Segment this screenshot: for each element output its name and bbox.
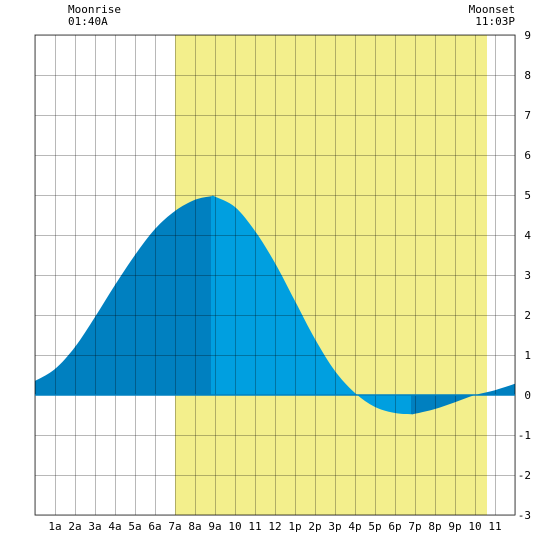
- x-tick-label: 9p: [448, 520, 461, 533]
- x-tick-label: 9a: [208, 520, 221, 533]
- x-tick-label: 2p: [308, 520, 321, 533]
- moonrise-time: 01:40A: [68, 15, 108, 28]
- moonset-block: Moonset 11:03P: [469, 4, 515, 28]
- moonrise-block: Moonrise 01:40A: [68, 4, 121, 28]
- y-tick-label: 1: [524, 349, 531, 362]
- x-tick-label: 7a: [168, 520, 181, 533]
- y-tick-label: 2: [524, 309, 531, 322]
- y-tick-label: 0: [524, 389, 531, 402]
- tide-area-rising: [35, 196, 211, 395]
- plot-frame: [34, 34, 516, 516]
- x-tick-label: 8a: [188, 520, 201, 533]
- x-tick-label: 6a: [148, 520, 161, 533]
- y-tick-label: 9: [524, 29, 531, 42]
- x-tick-label: 1p: [288, 520, 301, 533]
- y-tick-label: -3: [518, 509, 531, 522]
- x-tick-label: 4p: [348, 520, 361, 533]
- x-tick-label: 3p: [328, 520, 341, 533]
- moonset-label: Moonset: [468, 3, 515, 16]
- tide-area-rising-late: [411, 383, 515, 415]
- moonset-time: 11:03P: [475, 15, 515, 28]
- y-tick-label: 4: [524, 229, 531, 242]
- x-tick-label: 2a: [68, 520, 81, 533]
- y-tick-label: 6: [524, 149, 531, 162]
- x-tick-label: 11: [488, 520, 501, 533]
- x-tick-label: 5p: [368, 520, 381, 533]
- x-tick-label: 3a: [88, 520, 101, 533]
- y-tick-label: -2: [518, 469, 531, 482]
- x-tick-label: 11: [248, 520, 261, 533]
- x-tick-label: 10: [468, 520, 481, 533]
- y-tick-label: 8: [524, 69, 531, 82]
- y-tick-label: 5: [524, 189, 531, 202]
- x-tick-label: 6p: [388, 520, 401, 533]
- x-tick-label: 1a: [48, 520, 61, 533]
- x-tick-label: 7p: [408, 520, 421, 533]
- moonrise-label: Moonrise: [68, 3, 121, 16]
- y-tick-label: -1: [518, 429, 531, 442]
- tide-area-falling: [211, 195, 411, 415]
- x-tick-label: 8p: [428, 520, 441, 533]
- x-tick-label: 5a: [128, 520, 141, 533]
- x-tick-label: 12: [268, 520, 281, 533]
- x-tick-label: 10: [228, 520, 241, 533]
- x-tick-label: 4a: [108, 520, 121, 533]
- y-tick-label: 7: [524, 109, 531, 122]
- y-tick-label: 3: [524, 269, 531, 282]
